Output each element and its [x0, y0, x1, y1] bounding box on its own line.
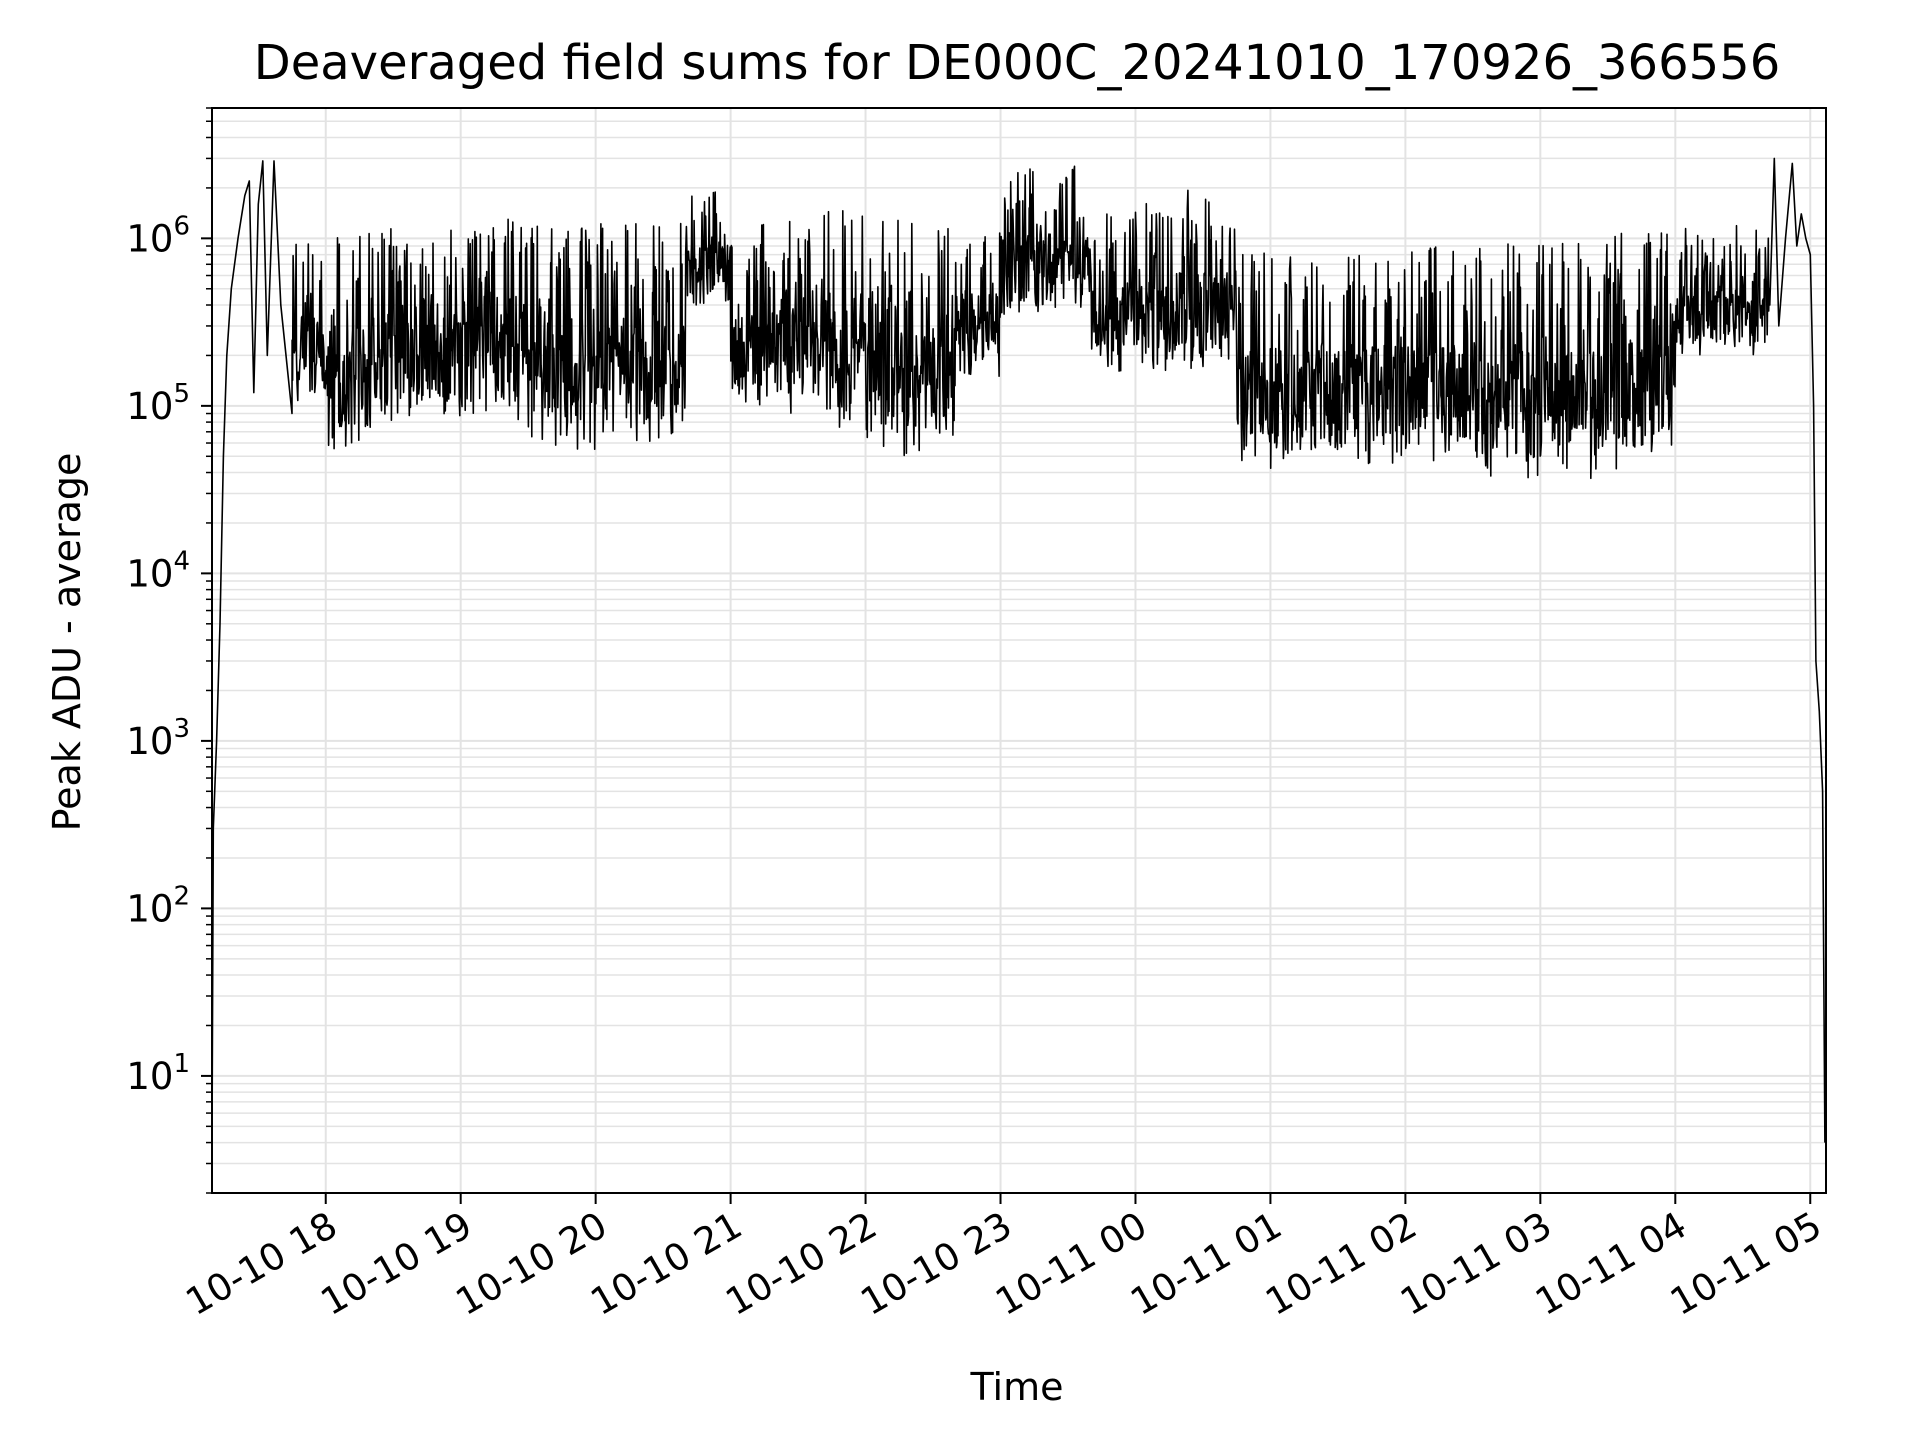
- plot-area: [211, 157, 1826, 1143]
- y-axis-label: Peak ADU - average: [45, 453, 89, 832]
- y-tick-label: 102: [126, 881, 190, 930]
- grid: [212, 107, 1826, 1194]
- y-tick-label: 106: [126, 211, 190, 260]
- y-tick-label: 105: [126, 379, 190, 428]
- y-axis: 101 102 103 104 105 106: [126, 107, 212, 1194]
- y-tick-label: 103: [126, 714, 190, 763]
- series-line: [211, 157, 1826, 1143]
- y-tick-label: 104: [126, 546, 190, 595]
- chart-title: Deaveraged field sums for DE000C_2024101…: [254, 35, 1780, 91]
- y-tick-label: 101: [126, 1049, 190, 1098]
- x-axis-label: Time: [970, 1365, 1064, 1409]
- plot-frame: [211, 107, 1827, 1194]
